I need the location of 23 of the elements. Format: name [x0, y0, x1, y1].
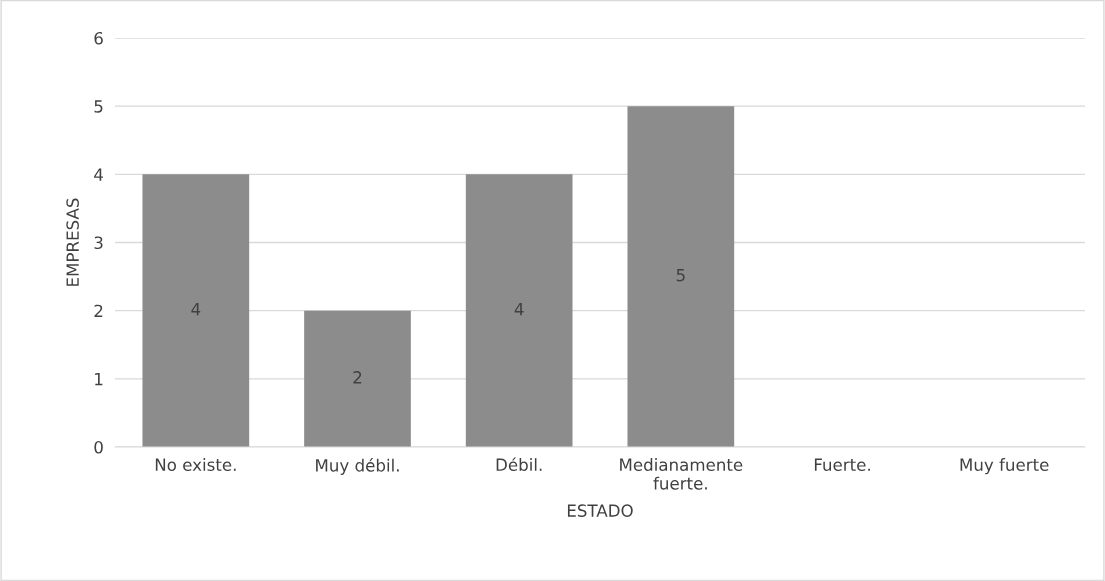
x-axis-title: ESTADO [567, 504, 633, 517]
x-tick-label: Muy fuerte [960, 458, 1049, 475]
y-tick-label: 6 [94, 31, 103, 45]
data-label: 4 [191, 303, 201, 316]
x-tick-label: Muy débil. [316, 458, 399, 475]
data-label: 2 [353, 371, 362, 384]
y-tick-label: 4 [94, 168, 103, 181]
bar [142, 174, 250, 447]
data-label: 5 [676, 269, 685, 282]
y-axis-title: EMPRESAS [66, 198, 79, 286]
x-tick-label: Fuerte. [814, 458, 870, 472]
x-tick-label: Débil. [496, 457, 542, 472]
bar [465, 174, 573, 447]
data-label: 4 [514, 303, 524, 316]
bar [627, 106, 735, 447]
bar [304, 310, 411, 447]
y-tick-label: 5 [94, 100, 103, 113]
y-tick-label: 3 [94, 236, 103, 250]
y-tick-label: 2 [94, 304, 103, 317]
x-tick-label: Medianamente fuerte. [620, 458, 743, 490]
y-tick-label: 0 [94, 440, 103, 454]
x-tick-label: No existe. [155, 458, 236, 472]
y-tick-label: 1 [95, 373, 103, 386]
